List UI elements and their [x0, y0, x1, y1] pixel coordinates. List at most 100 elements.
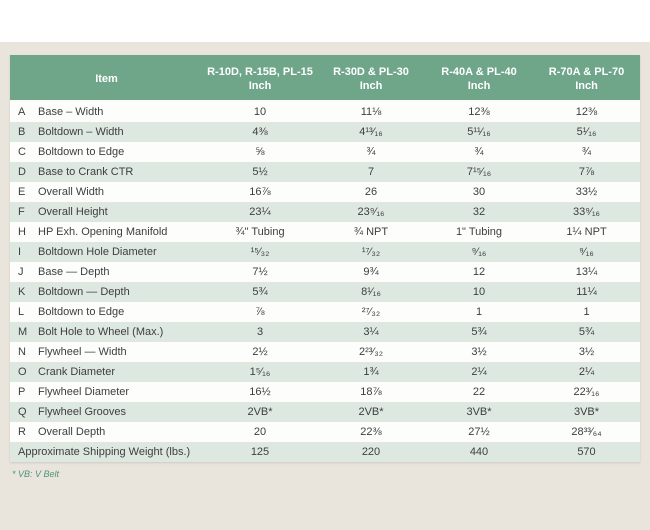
value-cell: 4¹³⁄₁₆ — [317, 122, 425, 142]
value-cell: 3½ — [533, 342, 640, 362]
value-cell: 12⅜ — [425, 101, 533, 122]
row-letter: O — [10, 362, 36, 382]
footnote: * VB: V Belt — [12, 469, 60, 479]
value-cell: 1¼ NPT — [533, 222, 640, 242]
value-cell: 30 — [425, 182, 533, 202]
column-model-label: R-70A & PL-70 — [548, 65, 625, 78]
value-cell: 5½ — [203, 162, 317, 182]
value-cell: 1 — [533, 302, 640, 322]
item-label: Flywheel Diameter — [36, 382, 203, 402]
value-cell: 2²³⁄₃₂ — [317, 342, 425, 362]
row-letter: J — [10, 262, 36, 282]
value-cell: 5¾ — [533, 322, 640, 342]
table-row: D Base to Crank CTR 5½ 7 7¹⁵⁄₁₆ 7⅞ — [10, 162, 640, 182]
value-cell: ⅝ — [203, 142, 317, 162]
column-header-r30d: R-30D & PL-30 Inch — [317, 55, 425, 102]
value-cell: ¾ — [317, 142, 425, 162]
table-row: O Crank Diameter 1⁵⁄₁₆ 1¾ 2¼ 2¼ — [10, 362, 640, 382]
value-cell: ¹⁷⁄₃₂ — [317, 242, 425, 262]
value-cell: 33½ — [533, 182, 640, 202]
column-model-label: R-30D & PL-30 — [333, 65, 409, 78]
table-row: K Boltdown — Depth 5¾ 8¹⁄₁₆ 10 11¼ — [10, 282, 640, 302]
table-row: M Bolt Hole to Wheel (Max.) 3 3¼ 5¾ 5¾ — [10, 322, 640, 342]
item-label: Boltdown Hole Diameter — [36, 242, 203, 262]
value-cell: 22³⁄₁₆ — [533, 382, 640, 402]
item-label: Boltdown to Edge — [36, 142, 203, 162]
item-label: Overall Width — [36, 182, 203, 202]
value-cell: 11⅛ — [317, 101, 425, 122]
row-letter: K — [10, 282, 36, 302]
value-cell: 7¹⁵⁄₁₆ — [425, 162, 533, 182]
value-cell: ⅞ — [203, 302, 317, 322]
value-cell: 2¼ — [533, 362, 640, 382]
table-row: A Base – Width 10 11⅛ 12⅜ 12⅜ — [10, 101, 640, 122]
value-cell: ⁹⁄₁₆ — [533, 242, 640, 262]
value-cell: 1⁵⁄₁₆ — [203, 362, 317, 382]
row-letter: Q — [10, 402, 36, 422]
table-row: B Boltdown – Width 4⅜ 4¹³⁄₁₆ 5¹¹⁄₁₆ 5¹⁄₁₆ — [10, 122, 640, 142]
item-label: Crank Diameter — [36, 362, 203, 382]
item-label: Overall Depth — [36, 422, 203, 442]
table-row: E Overall Width 16⅞ 26 30 33½ — [10, 182, 640, 202]
column-header-r40a: R-40A & PL-40 Inch — [425, 55, 533, 102]
value-cell: 5¹⁄₁₆ — [533, 122, 640, 142]
value-cell: 1¾ — [317, 362, 425, 382]
item-label: Base to Crank CTR — [36, 162, 203, 182]
table-row: R Overall Depth 20 22⅜ 27½ 28³³⁄₆₄ — [10, 422, 640, 442]
value-cell: 5¾ — [425, 322, 533, 342]
value-cell: ¹⁵⁄₃₂ — [203, 242, 317, 262]
value-cell: 2VB* — [203, 402, 317, 422]
value-cell: 5¾ — [203, 282, 317, 302]
spec-panel: Item R-10D, R-15B, PL-15 Inch R-30D & PL… — [10, 55, 640, 479]
row-letter: L — [10, 302, 36, 322]
table-row: J Base — Depth 7½ 9¾ 12 13¼ — [10, 262, 640, 282]
value-cell: 3½ — [425, 342, 533, 362]
table-header: Item R-10D, R-15B, PL-15 Inch R-30D & PL… — [10, 55, 640, 102]
value-cell: 27½ — [425, 422, 533, 442]
value-cell: 10 — [203, 101, 317, 122]
row-letter: I — [10, 242, 36, 262]
value-cell: 3 — [203, 322, 317, 342]
item-label: Base – Width — [36, 101, 203, 122]
summary-label: Approximate Shipping Weight (lbs.) — [10, 442, 203, 462]
item-label: Flywheel — Width — [36, 342, 203, 362]
value-cell: 8¹⁄₁₆ — [317, 282, 425, 302]
column-model-label: R-40A & PL-40 — [441, 65, 517, 78]
value-cell: 3VB* — [425, 402, 533, 422]
value-cell: 1" Tubing — [425, 222, 533, 242]
value-cell: 2VB* — [317, 402, 425, 422]
value-cell: 11¼ — [533, 282, 640, 302]
table-row: F Overall Height 23¼ 23⁹⁄₁₆ 32 33⁹⁄₁₆ — [10, 202, 640, 222]
row-letter: P — [10, 382, 36, 402]
column-header-item: Item — [10, 55, 203, 102]
column-header-r10d: R-10D, R-15B, PL-15 Inch — [203, 55, 317, 102]
item-label: Flywheel Grooves — [36, 402, 203, 422]
value-cell: 12 — [425, 262, 533, 282]
column-unit-label: Inch — [575, 79, 598, 92]
value-cell: 26 — [317, 182, 425, 202]
value-cell: 220 — [317, 442, 425, 462]
row-letter: R — [10, 422, 36, 442]
value-cell: ¾ NPT — [317, 222, 425, 242]
row-letter: E — [10, 182, 36, 202]
row-letter: A — [10, 101, 36, 122]
value-cell: ¾" Tubing — [203, 222, 317, 242]
table-row: N Flywheel — Width 2½ 2²³⁄₃₂ 3½ 3½ — [10, 342, 640, 362]
value-cell: 16½ — [203, 382, 317, 402]
item-label: Boltdown to Edge — [36, 302, 203, 322]
table-row: P Flywheel Diameter 16½ 18⅞ 22 22³⁄₁₆ — [10, 382, 640, 402]
item-label: Boltdown — Depth — [36, 282, 203, 302]
value-cell: 28³³⁄₆₄ — [533, 422, 640, 442]
table-row: C Boltdown to Edge ⅝ ¾ ¾ ¾ — [10, 142, 640, 162]
column-unit-label: Inch — [359, 79, 383, 92]
value-cell: 4⅜ — [203, 122, 317, 142]
value-cell: 3VB* — [533, 402, 640, 422]
value-cell: 3¼ — [317, 322, 425, 342]
value-cell: ¾ — [425, 142, 533, 162]
item-label: Overall Height — [36, 202, 203, 222]
summary-row: Approximate Shipping Weight (lbs.) 125 220… — [10, 442, 640, 462]
value-cell: 2½ — [203, 342, 317, 362]
value-cell: 13¼ — [533, 262, 640, 282]
value-cell: 18⅞ — [317, 382, 425, 402]
table-row: L Boltdown to Edge ⅞ ²⁷⁄₃₂ 1 1 — [10, 302, 640, 322]
